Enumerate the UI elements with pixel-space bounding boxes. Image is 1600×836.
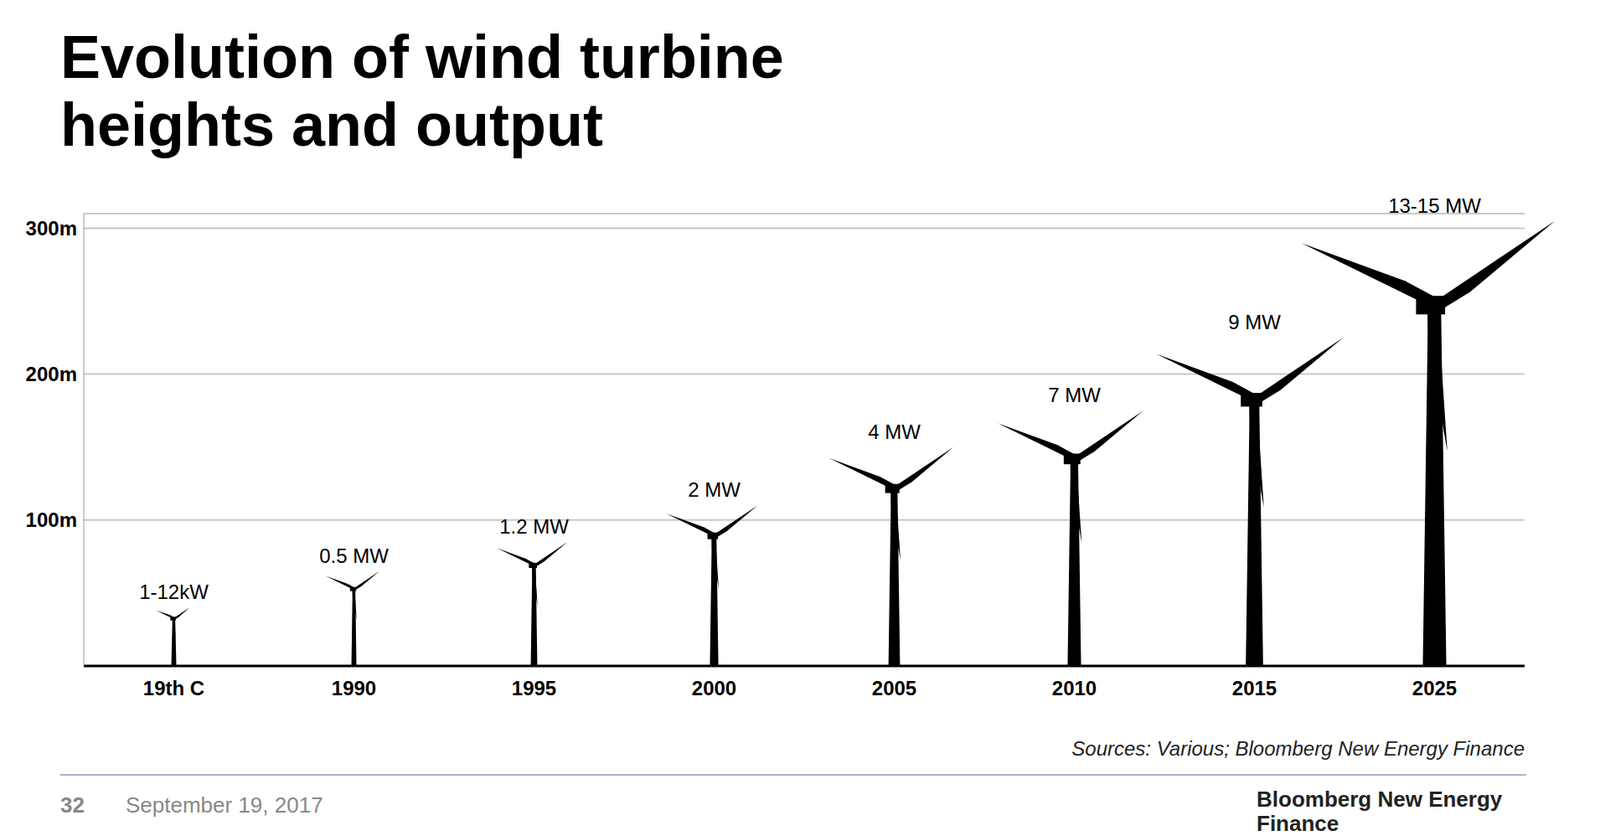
- svg-text:0.5 MW: 0.5 MW: [319, 544, 389, 568]
- svg-text:1995: 1995: [511, 676, 557, 700]
- svg-text:1.2 MW: 1.2 MW: [499, 515, 569, 538]
- svg-text:9 MW: 9 MW: [1228, 310, 1281, 334]
- svg-text:2010: 2010: [1052, 676, 1097, 700]
- svg-text:200m: 200m: [25, 362, 78, 386]
- svg-text:2025: 2025: [1412, 676, 1457, 700]
- svg-text:2 MW: 2 MW: [687, 478, 741, 501]
- html-text:Sources: Various; Bloomberg Ne: Sources: Various; Bloomberg New Energy F…: [1071, 737, 1525, 760]
- svg-text:300m: 300m: [25, 216, 78, 240]
- svg-text:13-15 MW: 13-15 MW: [1388, 194, 1482, 217]
- svg-text:2000: 2000: [691, 676, 737, 700]
- svg-text:100m: 100m: [25, 508, 78, 532]
- html-text:Bloomberg New Energy Finance: Bloomberg New Energy Finance: [1256, 786, 1503, 836]
- svg-text:2015: 2015: [1232, 676, 1277, 700]
- svg-text:1990: 1990: [331, 676, 377, 700]
- html-text:Evolution of wind turbine heig: Evolution of wind turbine heights and ou…: [60, 23, 784, 159]
- html-text:32: 32: [60, 792, 85, 818]
- svg-text:19th C: 19th C: [143, 676, 205, 700]
- svg-text:2005: 2005: [872, 676, 917, 700]
- svg-text:4 MW: 4 MW: [867, 420, 921, 444]
- svg-text:7 MW: 7 MW: [1047, 383, 1101, 407]
- svg-text:1-12kW: 1-12kW: [139, 580, 209, 604]
- html-text:September 19, 2017: September 19, 2017: [125, 792, 324, 818]
